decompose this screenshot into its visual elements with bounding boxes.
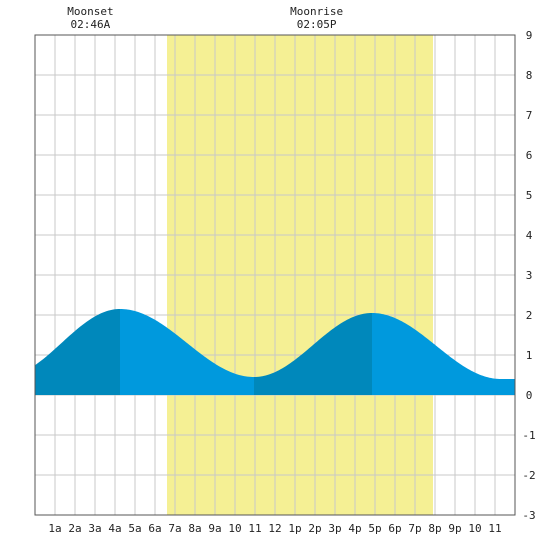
x-tick-label: 4p: [348, 522, 361, 535]
y-tick-label: 1: [526, 349, 533, 362]
y-tick-label: 7: [526, 109, 533, 122]
plot-frame: [34, 34, 516, 516]
x-tick-label: 10: [228, 522, 241, 535]
x-tick-label: 12: [268, 522, 281, 535]
y-tick-label: 5: [526, 189, 533, 202]
x-tick-label: 10: [468, 522, 481, 535]
tide-area-rising: [35, 309, 120, 395]
y-tick-label: -2: [522, 469, 535, 482]
x-tick-label: 8a: [188, 522, 201, 535]
tide-area-falling: [120, 309, 254, 395]
x-tick-label: 1a: [48, 522, 61, 535]
y-tick-label: -3: [522, 509, 535, 522]
x-tick-label: 5a: [128, 522, 141, 535]
x-tick-label: 6p: [388, 522, 401, 535]
x-tick-label: 1p: [288, 522, 301, 535]
y-tick-label: 9: [526, 29, 533, 42]
y-tick-label: 3: [526, 269, 533, 282]
moon-event-time: 02:05P: [297, 18, 337, 31]
tide-area-falling: [372, 313, 501, 395]
x-tick-label: 3a: [88, 522, 101, 535]
y-axis-tick-labels: -3 -2 -1 0 1 2 3 4 5 6 7 8 9: [522, 29, 535, 522]
x-tick-label: 8p: [428, 522, 441, 535]
y-tick-label: 6: [526, 149, 533, 162]
x-tick-label: 4a: [108, 522, 121, 535]
x-tick-label: 2a: [68, 522, 81, 535]
moon-event-title: Moonset: [67, 5, 113, 18]
x-tick-label: 7p: [408, 522, 421, 535]
x-tick-label: 9p: [448, 522, 461, 535]
x-tick-label: 11: [488, 522, 501, 535]
x-tick-label: 11: [248, 522, 261, 535]
y-tick-label: -1: [522, 429, 535, 442]
x-tick-label: 7a: [168, 522, 181, 535]
x-tick-label: 6a: [148, 522, 161, 535]
tide-area-rising: [254, 313, 372, 395]
x-tick-label: 2p: [308, 522, 321, 535]
moon-event-title: Moonrise: [290, 5, 343, 18]
x-tick-label: 9a: [208, 522, 221, 535]
y-tick-label: 2: [526, 309, 533, 322]
tide-area-falling: [501, 379, 515, 395]
y-tick-label: 4: [526, 229, 533, 242]
moon-event-time: 02:46A: [71, 18, 111, 31]
y-tick-label: 0: [526, 389, 533, 402]
x-tick-label: 5p: [368, 522, 381, 535]
x-axis-tick-labels: 1a 2a 3a 4a 5a 6a 7a 8a 9a 10 11 12 1p 2p 3p 4p 5p 6p 7p 8p…: [48, 522, 501, 535]
tide-area: [35, 309, 515, 395]
x-tick-label: 3p: [328, 522, 341, 535]
y-tick-label: 8: [526, 69, 533, 82]
